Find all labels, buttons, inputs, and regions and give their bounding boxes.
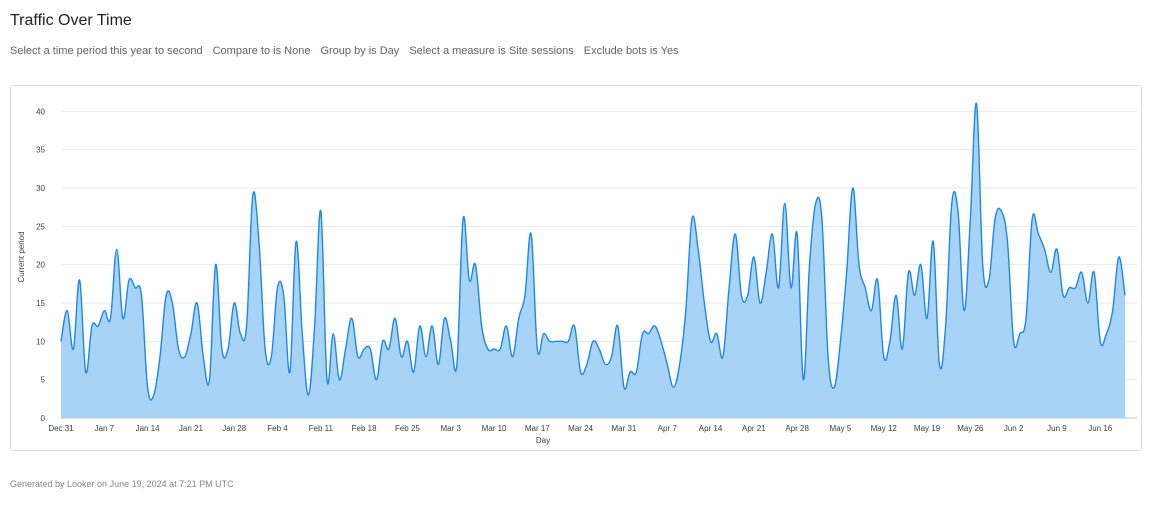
y-tick-label: 30 [36, 184, 45, 193]
x-tick-label: Feb 4 [267, 424, 288, 433]
x-tick-label: Mar 3 [440, 424, 461, 433]
x-tick-label: Jun 9 [1047, 424, 1067, 433]
filter-measure[interactable]: Select a measure is Site sessions [409, 45, 574, 57]
x-tick-label: Feb 25 [395, 424, 420, 433]
y-tick-label: 10 [36, 337, 45, 346]
y-tick-label: 35 [36, 146, 45, 155]
x-tick-label: Mar 10 [482, 424, 507, 433]
x-tick-label: Dec 31 [48, 424, 74, 433]
y-tick-label: 25 [36, 222, 45, 231]
x-tick-label: Jun 16 [1088, 424, 1113, 433]
page-title: Traffic Over Time [10, 12, 132, 29]
chart-card: 0 5 10 15 20 25 30 35 40 Dec 31 Jan 7 Jan 14 Jan 21… [10, 85, 1142, 451]
x-tick-label: Apr 7 [658, 424, 678, 433]
y-tick-label: 15 [36, 299, 45, 308]
x-tick-label: Feb 11 [309, 424, 334, 433]
x-axis: Dec 31 Jan 7 Jan 14 Jan 21 Jan 28 Feb 4 Feb 11… [48, 424, 1112, 433]
y-tick-label: 5 [41, 376, 46, 385]
x-tick-label: Feb 18 [352, 424, 377, 433]
traffic-area-chart[interactable]: 0 5 10 15 20 25 30 35 40 Dec 31 Jan 7 Jan 14 Jan 21… [11, 86, 1141, 450]
x-axis-title: Day [536, 436, 550, 445]
x-tick-label: May 12 [871, 424, 898, 433]
y-axis-title: Current period [17, 231, 26, 282]
x-tick-label: Jan 14 [136, 424, 161, 433]
x-tick-label: Mar 31 [611, 424, 636, 433]
x-tick-label: Mar 24 [568, 424, 593, 433]
y-tick-label: 40 [36, 107, 45, 116]
generated-footer: Generated by Looker on June 19, 2024 at … [10, 479, 234, 489]
x-tick-label: May 5 [830, 424, 852, 433]
x-tick-label: May 26 [957, 424, 984, 433]
filter-summary: Select a time period this year to second… [10, 45, 689, 57]
x-tick-label: Jan 21 [179, 424, 204, 433]
area-fill [61, 103, 1125, 419]
x-tick-label: Apr 28 [785, 424, 809, 433]
y-axis: 0 5 10 15 20 25 30 35 40 [36, 107, 45, 423]
y-tick-label: 20 [36, 261, 45, 270]
x-tick-label: Mar 17 [525, 424, 550, 433]
x-tick-label: Jan 7 [95, 424, 115, 433]
filter-compare-to[interactable]: Compare to is None [212, 45, 311, 57]
x-tick-label: Apr 14 [699, 424, 723, 433]
series-line [60, 102, 1126, 401]
filter-exclude-bots[interactable]: Exclude bots is Yes [583, 45, 679, 57]
y-tick-label: 0 [41, 414, 46, 423]
x-tick-label: May 19 [914, 424, 941, 433]
x-tick-label: Jun 2 [1004, 424, 1024, 433]
x-tick-label: Jan 28 [222, 424, 247, 433]
x-tick-label: Apr 21 [742, 424, 766, 433]
filter-time-period[interactable]: Select a time period this year to second [10, 45, 203, 57]
filter-group-by[interactable]: Group by is Day [320, 45, 400, 57]
